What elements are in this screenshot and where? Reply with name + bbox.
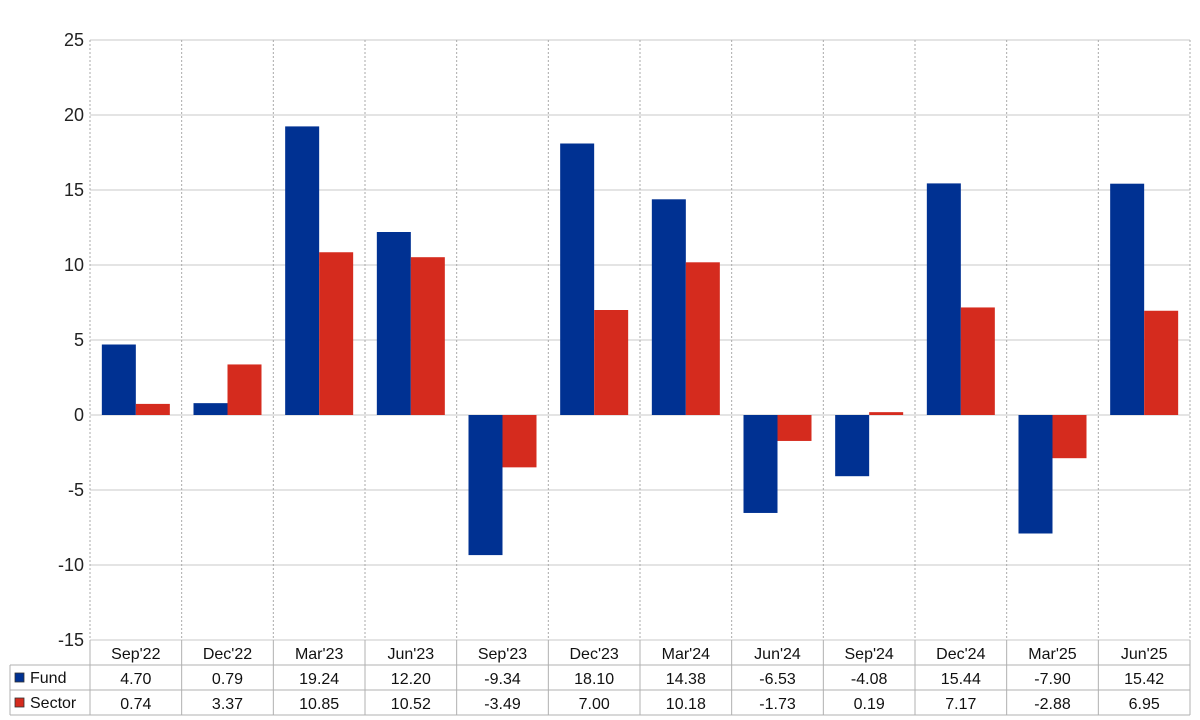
data-label-sector: 10.85 [299,696,339,713]
bar-sector [685,262,720,415]
legend-label-sector: Sector [30,695,77,712]
legend-swatch-fund [14,672,25,683]
data-label-fund: -4.08 [851,671,888,688]
category-label: Sep'23 [478,646,527,663]
category-label: Jun'23 [388,646,435,663]
y-axis: 25 20 15 10 5 0 -5 -10 -15 [58,30,84,650]
y-tick-label: -15 [58,630,84,650]
data-label-sector: -3.49 [484,696,521,713]
data-label-sector: -2.88 [1034,696,1071,713]
bars [101,126,1179,556]
category-label: Sep'24 [845,646,894,663]
data-label-fund: 15.42 [1124,671,1164,688]
data-label-fund: -9.34 [484,671,521,688]
data-label-sector: 10.52 [391,696,431,713]
y-tick-label: -10 [58,555,84,575]
y-tick-label: -5 [68,480,84,500]
bar-sector [1052,415,1087,459]
category-label: Sep'22 [111,646,160,663]
category-label: Jun'24 [754,646,801,663]
data-label-sector: 6.95 [1129,696,1160,713]
bar-sector [594,310,629,415]
data-label-sector: 7.00 [579,696,610,713]
y-tick-label: 10 [64,255,84,275]
data-label-fund: 12.20 [391,671,431,688]
bar-fund [651,199,686,415]
bar-fund [835,415,870,477]
data-label-sector: -1.73 [759,696,796,713]
bar-sector [135,403,170,415]
bar-sector [319,252,354,415]
bar-fund [926,183,961,415]
bar-sector [1144,310,1179,415]
data-label-sector: 3.37 [212,696,243,713]
data-label-fund: 4.70 [120,671,151,688]
legend-label-fund: Fund [30,670,66,687]
data-label-sector: 7.17 [945,696,976,713]
bar-fund [560,143,595,415]
data-label-fund: 19.24 [299,671,339,688]
legend-swatch-sector [14,697,25,708]
bar-fund [743,415,778,513]
data-label-sector: 10.18 [666,696,706,713]
category-label: Dec'23 [570,646,619,663]
data-label-fund: 15.44 [941,671,981,688]
bar-fund [285,126,320,416]
data-label-fund: 18.10 [574,671,614,688]
bar-fund [1018,415,1053,534]
bar-fund [376,232,411,415]
y-tick-label: 0 [74,405,84,425]
bar-fund [193,403,228,415]
category-label: Jun'25 [1121,646,1168,663]
data-label-fund: -6.53 [759,671,796,688]
category-label: Dec'22 [203,646,252,663]
category-label: Mar'23 [295,646,344,663]
data-label-sector: 0.19 [854,696,885,713]
y-tick-label: 20 [64,105,84,125]
bar-sector [777,415,812,441]
data-label-fund: 0.79 [212,671,243,688]
y-tick-label: 15 [64,180,84,200]
data-table: Sep'22 Dec'22 Mar'23 Jun'23 Sep'23 Dec'23 Mar'… [9,640,1191,716]
data-label-fund: -7.90 [1034,671,1071,688]
bar-fund [468,415,503,556]
bar-fund [101,344,136,415]
category-label: Dec'24 [936,646,985,663]
data-label-fund: 14.38 [666,671,706,688]
y-tick-label: 25 [64,30,84,50]
bar-sector [960,307,995,415]
grid [89,39,1191,641]
bar-sector [227,364,262,415]
bar-fund [1110,183,1145,415]
bar-sector [410,257,445,415]
bar-sector [502,415,537,468]
bar-sector [869,412,904,415]
data-label-sector: 0.74 [120,696,151,713]
y-tick-label: 5 [74,330,84,350]
category-label: Mar'25 [1028,646,1077,663]
category-label: Mar'24 [662,646,711,663]
